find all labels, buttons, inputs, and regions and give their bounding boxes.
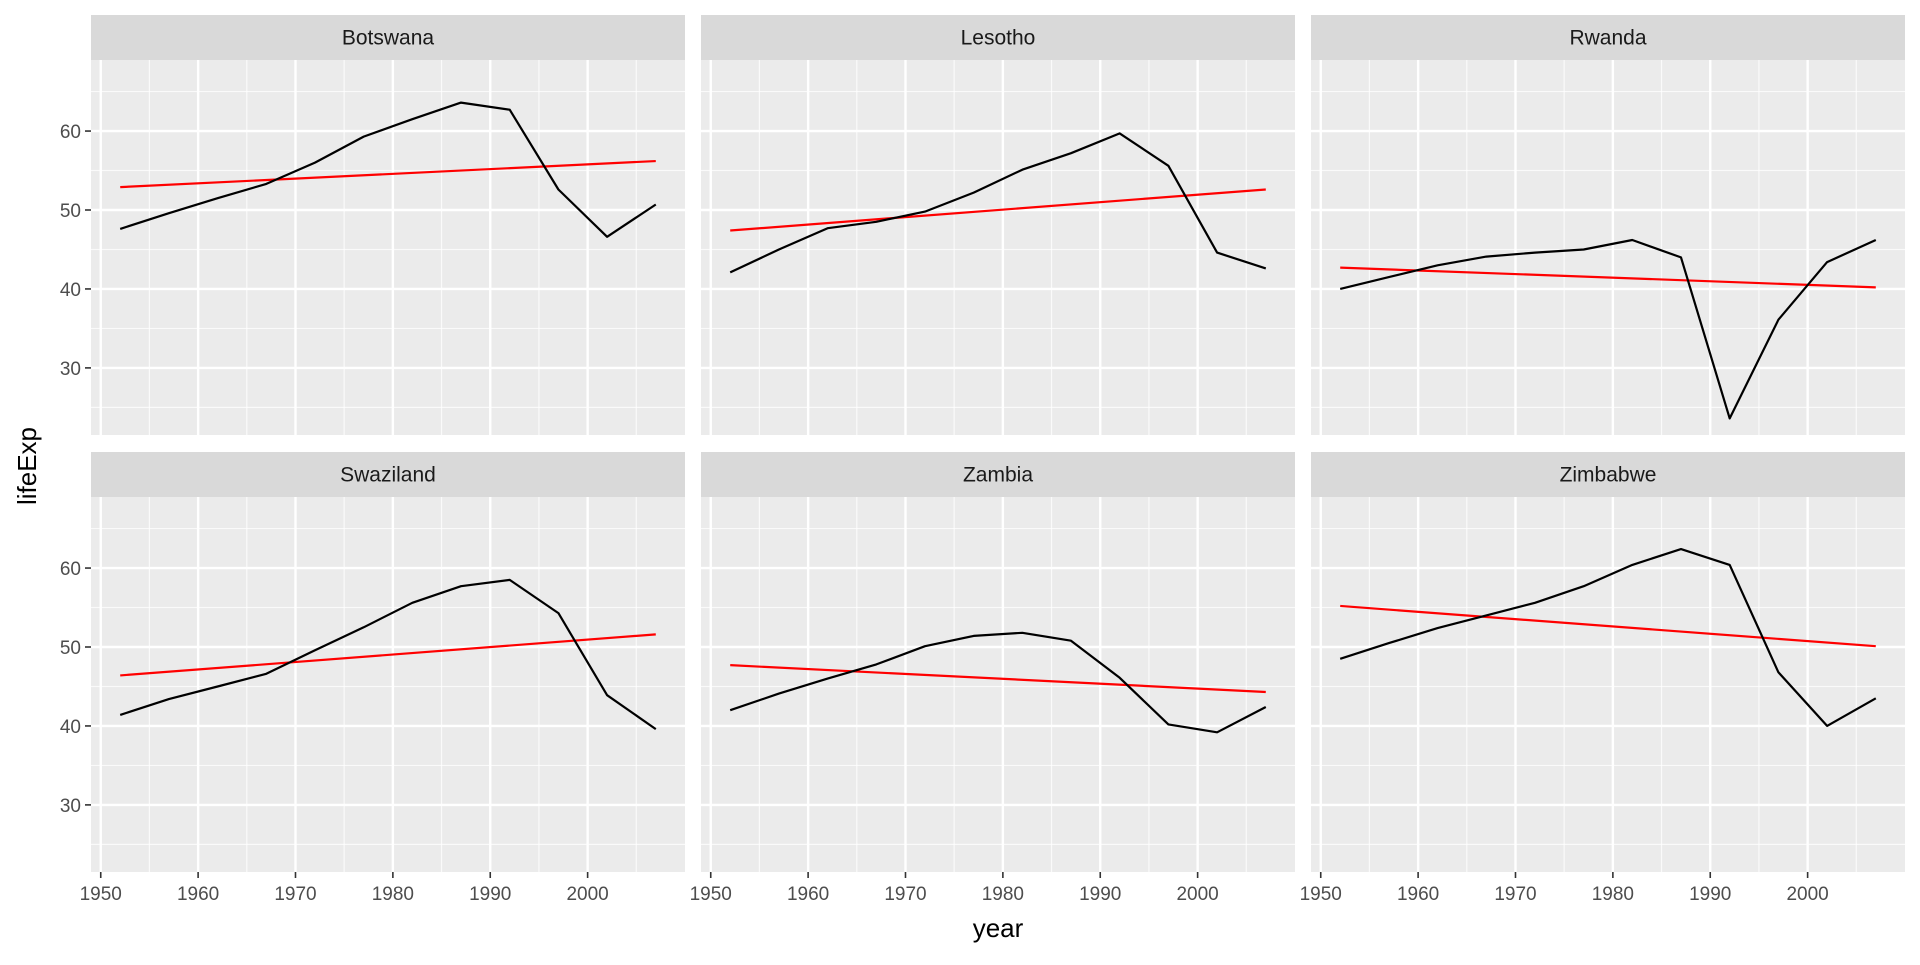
strip-zimbabwe [1311, 452, 1905, 497]
x-tick-label: 1980 [982, 884, 1024, 905]
lifeexp-line-zimbabwe [1339, 547, 1877, 728]
panel-bg-swaziland [91, 497, 685, 872]
axes-layer: 30 40 50 60 30 40 50 60 1950 1960 1970 1980 1990 2000… [60, 122, 1829, 905]
strip-rwanda [1311, 15, 1905, 60]
fit-line-lesotho [730, 188, 1266, 232]
fit-line-rwanda [1340, 266, 1876, 289]
panels-layer: Botswana Lesotho Rwanda Swaziland Zambia Zimb… [91, 15, 1905, 872]
x-tick-label: 1950 [1300, 884, 1342, 905]
panel-rwanda: Rwanda [1311, 15, 1905, 435]
strip-label-zimbabwe: Zimbabwe [1560, 464, 1657, 487]
panel-bg-botswana [91, 60, 685, 435]
strip-label-swaziland: Swaziland [340, 464, 436, 487]
panel-zambia: Zambia [701, 452, 1295, 872]
fit-line-botswana [120, 159, 656, 189]
strip-zambia [701, 452, 1295, 497]
y-tick-label: 60 [60, 122, 81, 143]
panel-lesotho: Lesotho [701, 15, 1295, 435]
x-tick-label: 1990 [1689, 884, 1731, 905]
lifeexp-line-rwanda [1339, 238, 1877, 420]
strip-label-zambia: Zambia [963, 464, 1033, 487]
strip-label-lesotho: Lesotho [961, 27, 1036, 50]
strip-lesotho [701, 15, 1295, 60]
x-tick-label: 1990 [1079, 884, 1121, 905]
x-tick-label: 1960 [787, 884, 829, 905]
fit-line-swaziland [120, 633, 656, 677]
x-tick-label: 2000 [566, 884, 608, 905]
strip-swaziland [91, 452, 685, 497]
panel-bg-zimbabwe [1311, 497, 1905, 872]
x-tick-label: 1980 [1592, 884, 1634, 905]
x-tick-label: 1970 [1494, 884, 1536, 905]
x-axis-title: year [973, 913, 1024, 943]
fit-line-zimbabwe [1340, 604, 1876, 648]
x-tick-label: 1960 [177, 884, 219, 905]
y-axis-title: lifeExp [12, 427, 42, 505]
panel-swaziland: Swaziland [91, 452, 685, 872]
panel-zimbabwe: Zimbabwe [1311, 452, 1905, 872]
y-tick-label: 60 [60, 559, 81, 580]
y-tick-label: 40 [60, 280, 81, 301]
panel-bg-lesotho [701, 60, 1295, 435]
panel-bg-zambia [701, 497, 1295, 872]
panel-botswana: Botswana [91, 15, 685, 435]
x-tick-label: 2000 [1786, 884, 1828, 905]
x-tick-label: 1960 [1397, 884, 1439, 905]
panel-bg-rwanda [1311, 60, 1905, 435]
lifeexp-line-lesotho [729, 132, 1267, 274]
y-tick-label: 40 [60, 717, 81, 738]
y-tick-label: 50 [60, 638, 81, 659]
y-tick-label: 50 [60, 201, 81, 222]
strip-label-rwanda: Rwanda [1569, 27, 1646, 50]
x-tick-label: 1950 [690, 884, 732, 905]
x-tick-label: 1950 [80, 884, 122, 905]
strip-botswana [91, 15, 685, 60]
x-tick-label: 1980 [372, 884, 414, 905]
lifeexp-line-zambia [729, 631, 1267, 734]
y-tick-label: 30 [60, 796, 81, 817]
strip-label-botswana: Botswana [342, 27, 435, 50]
lifeexp-line-swaziland [119, 578, 657, 731]
x-tick-label: 1970 [884, 884, 926, 905]
x-tick-label: 1970 [274, 884, 316, 905]
y-tick-label: 30 [60, 359, 81, 380]
lifeexp-line-botswana [119, 101, 657, 238]
fit-line-zambia [730, 664, 1266, 694]
x-tick-label: 1990 [469, 884, 511, 905]
x-tick-label: 2000 [1176, 884, 1218, 905]
